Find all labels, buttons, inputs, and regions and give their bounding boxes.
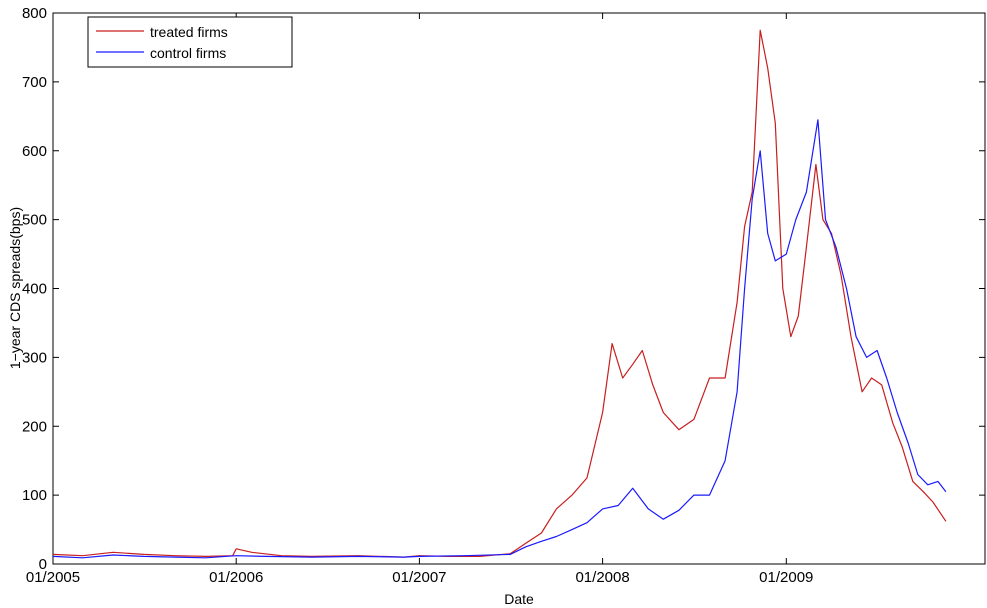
y-tick-label: 500: [22, 212, 47, 229]
y-axis: 0 100 200 300 400 500 600 700 800: [22, 5, 985, 573]
x-tick-label: 01/2008: [575, 569, 629, 586]
x-axis-title: Date: [504, 591, 534, 607]
x-tick-label: 01/2005: [26, 569, 80, 586]
y-axis-title: 1−year CDS spreads(bps): [7, 207, 23, 369]
legend: treated firms control firms: [87, 16, 293, 68]
y-tick-label: 800: [22, 5, 47, 22]
legend-label-treated: treated firms: [150, 24, 228, 40]
y-tick-label: 600: [22, 143, 47, 160]
series-layer: [52, 29, 947, 559]
y-tick-label: 100: [22, 487, 47, 504]
x-axis: 01/2005 01/2006 01/2007 01/2008 01/2009: [26, 13, 813, 586]
plot-frame: [52, 12, 986, 565]
series-line-control-firms: [52, 119, 947, 559]
y-tick-label: 200: [22, 418, 47, 435]
x-tick-label: 01/2007: [392, 569, 446, 586]
x-tick-label: 01/2009: [759, 569, 813, 586]
y-tick-label: 700: [22, 74, 47, 91]
y-tick-label: 300: [22, 349, 47, 366]
legend-box: [87, 16, 293, 68]
legend-label-control: control firms: [150, 45, 226, 61]
series-line-treated-firms: [52, 29, 947, 558]
y-tick-label: 400: [22, 281, 47, 298]
y-tick-label: 0: [39, 556, 47, 573]
x-tick-label: 01/2006: [209, 569, 263, 586]
